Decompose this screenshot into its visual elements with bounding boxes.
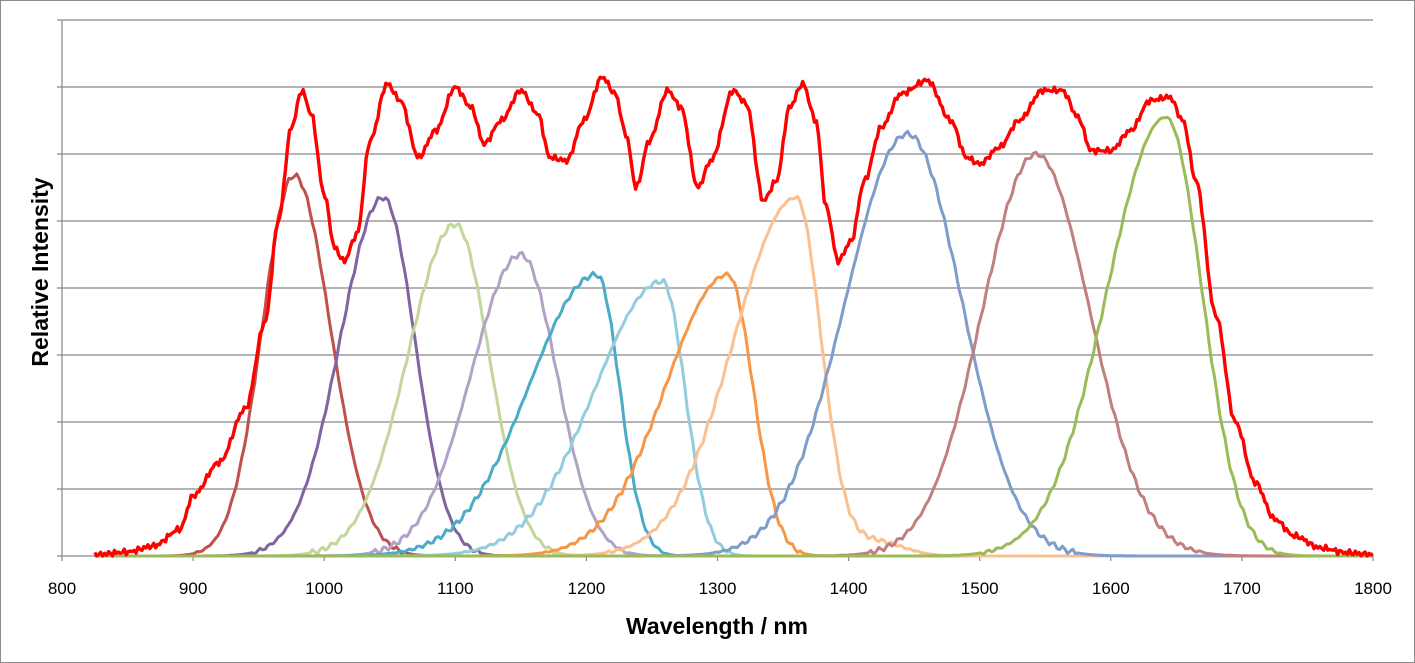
y-axis-title: Relative Intensity (27, 177, 53, 366)
series-line (94, 196, 1372, 558)
x-tick-label: 1500 (961, 579, 999, 598)
x-tick-label: 1800 (1354, 579, 1392, 598)
series-line (94, 172, 1372, 558)
envelope-layer (93, 75, 1374, 558)
gridlines (62, 19, 1373, 490)
x-tick-label: 800 (48, 579, 76, 598)
x-tick-label: 1400 (830, 579, 868, 598)
series-lines (94, 115, 1372, 558)
x-tick-label: 1100 (437, 579, 474, 598)
envelope-line (93, 75, 1374, 558)
series-line (94, 270, 1372, 558)
series-line (94, 277, 1372, 558)
x-tick-label: 1300 (699, 579, 737, 598)
series-line (94, 115, 1372, 558)
series-line (94, 250, 1372, 558)
x-tick-label: 900 (179, 579, 207, 598)
x-tick-label: 1000 (305, 579, 343, 598)
series-line (94, 150, 1372, 558)
series-line (94, 194, 1372, 558)
x-tick-label: 1700 (1223, 579, 1261, 598)
series-line (94, 222, 1372, 558)
x-tick-labels: 800 900 1000 1100 1200 1300 1400 1500 1600 1700 18… (48, 579, 1392, 598)
series-line (94, 271, 1372, 558)
x-axis-title: Wavelength / nm (626, 613, 808, 639)
x-tick-label: 1200 (567, 579, 605, 598)
x-tick-label: 1600 (1092, 579, 1130, 598)
